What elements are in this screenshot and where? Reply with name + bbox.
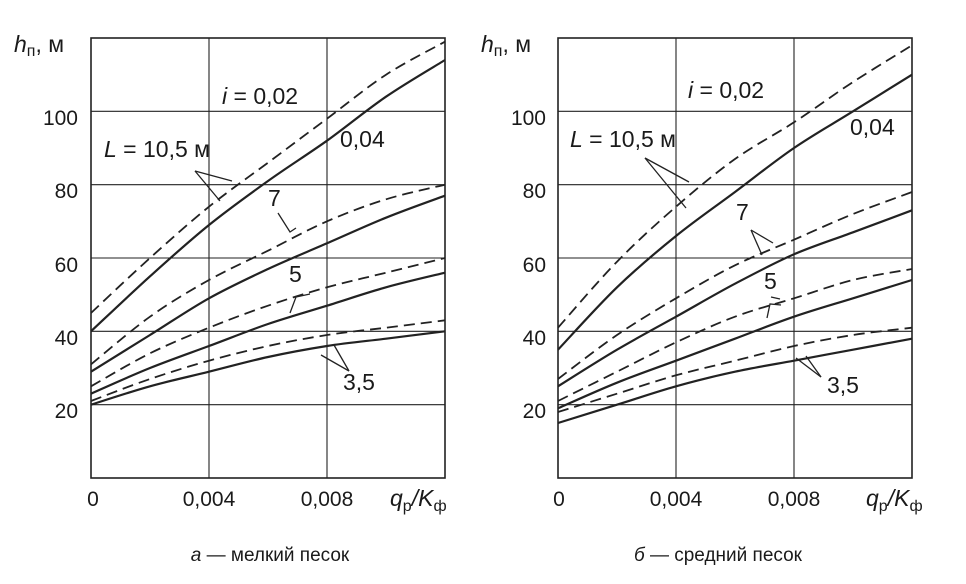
- leader-line: [320, 354, 350, 372]
- leader-line: [750, 229, 774, 244]
- y-tick-label: 60: [55, 254, 78, 277]
- length-l-value: = 10,5 м: [117, 136, 210, 162]
- series-line-solid: [90, 194, 446, 373]
- y-tick-label: 80: [55, 180, 78, 203]
- y-axis-label-main: h: [481, 31, 494, 57]
- slope-label-004: 0,04: [340, 126, 385, 152]
- length-label-7: 7: [268, 185, 281, 211]
- length-label-3-5: 3,5: [343, 369, 375, 395]
- slope-label-i: i = 0,02: [688, 77, 764, 103]
- series-line-dashed: [557, 191, 913, 380]
- series-line-dashed: [557, 326, 913, 413]
- x-axis-label-sub: р: [879, 498, 888, 515]
- panel-caption: б — средний песок: [634, 545, 803, 566]
- series-line-dashed: [557, 268, 913, 402]
- leader-line: [805, 355, 822, 378]
- length-label-10-5: L = 10,5 м: [104, 136, 210, 162]
- x-axis-label: qр/Kф: [390, 485, 447, 515]
- x-axis-label-sep: /K: [886, 485, 911, 511]
- x-axis-label: qр/Kф: [866, 485, 923, 515]
- y-tick-label: 100: [511, 107, 546, 130]
- panel-caption: а — мелкий песок: [191, 545, 350, 566]
- series-line-dashed: [90, 40, 446, 314]
- y-tick-label: 20: [523, 400, 546, 423]
- length-label-5: 5: [764, 268, 777, 294]
- y-tick-label: 80: [523, 180, 546, 203]
- caption-text: — средний песок: [645, 545, 803, 566]
- grid-lines: [558, 38, 912, 478]
- y-tick-label: 40: [55, 327, 78, 350]
- panel-b: 20 40 60 80 100 0 0,004 0,008 hп, м qр/K…: [481, 31, 923, 566]
- y-axis-label-main: h: [14, 31, 27, 57]
- leader-line: [644, 157, 687, 209]
- caption-letter: а: [191, 545, 202, 566]
- leader-line: [795, 357, 822, 378]
- x-tick-label: 0,008: [301, 488, 354, 511]
- series-line-solid: [90, 59, 446, 333]
- series-line-dashed: [557, 44, 913, 329]
- leader-line: [289, 293, 311, 314]
- x-tick-label: 0,008: [768, 488, 821, 511]
- caption-letter: б: [634, 545, 646, 566]
- leader-line: [333, 344, 350, 372]
- x-tick-label: 0: [87, 488, 99, 511]
- slope-i-value: = 0,02: [227, 83, 298, 109]
- grid-lines: [91, 38, 445, 478]
- series-lines: [90, 40, 446, 406]
- series-line-dashed: [90, 257, 446, 388]
- slope-i-symbol: i: [222, 83, 228, 109]
- leader-line: [194, 170, 221, 202]
- series-line-solid: [90, 330, 446, 406]
- series-line-solid: [557, 337, 913, 425]
- slope-i-value: = 0,02: [693, 77, 764, 103]
- x-tick-label: 0,004: [650, 488, 703, 511]
- x-axis-label-sep: /K: [410, 485, 435, 511]
- y-axis-label-sub: п: [27, 43, 36, 60]
- slope-label-i: i = 0,02: [222, 83, 298, 109]
- y-axis-label-unit: , м: [502, 31, 531, 57]
- leader-line: [194, 170, 233, 182]
- series-line-solid: [557, 278, 913, 410]
- y-axis-label-unit: , м: [35, 31, 64, 57]
- x-axis-label-sub2: ф: [433, 498, 446, 515]
- caption-text: — мелкий песок: [201, 545, 350, 566]
- slope-label-004: 0,04: [850, 114, 895, 140]
- series-lines: [557, 44, 913, 425]
- series-line-solid: [557, 209, 913, 388]
- y-tick-label: 20: [55, 400, 78, 423]
- slope-i-symbol: i: [688, 77, 694, 103]
- series-line-dashed: [90, 183, 446, 366]
- x-tick-label: 0,004: [183, 488, 236, 511]
- x-axis-label-sub2: ф: [909, 498, 922, 515]
- y-tick-label: 60: [523, 254, 546, 277]
- y-axis-label-sub: п: [494, 43, 503, 60]
- y-axis-label: hп, м: [14, 31, 64, 60]
- x-axis-label-main: q: [390, 485, 403, 511]
- panel-a: 20 40 60 80 100 0 0,004 0,008 hп, м qр/K…: [14, 31, 447, 566]
- leader-line: [766, 303, 782, 319]
- x-axis-label-main: q: [866, 485, 879, 511]
- leader-line: [644, 157, 690, 183]
- length-l-symbol: L: [104, 136, 117, 162]
- y-tick-label: 40: [523, 327, 546, 350]
- length-l-value: = 10,5 м: [583, 126, 676, 152]
- length-label-10-5: L = 10,5 м: [570, 126, 676, 152]
- leader-line: [750, 229, 763, 256]
- series-line-solid: [557, 73, 913, 351]
- length-label-5: 5: [289, 261, 302, 287]
- length-label-7: 7: [736, 199, 749, 225]
- x-tick-label: 0: [553, 488, 565, 511]
- length-l-symbol: L: [570, 126, 583, 152]
- y-axis-label: hп, м: [481, 31, 531, 60]
- y-tick-label: 100: [43, 107, 78, 130]
- series-line-solid: [90, 271, 446, 395]
- length-label-3-5: 3,5: [827, 372, 859, 398]
- x-axis-label-sub: р: [403, 498, 412, 515]
- leader-line: [770, 296, 781, 300]
- leader-line: [277, 212, 297, 233]
